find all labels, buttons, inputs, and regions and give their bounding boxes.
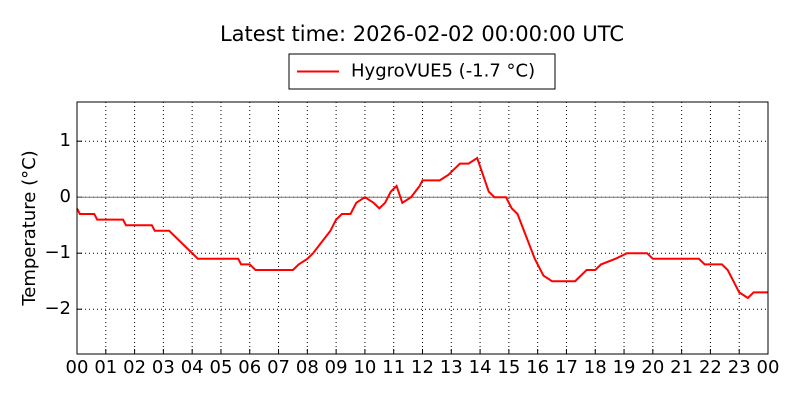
x-tick-label: 18 [584, 357, 607, 378]
legend-box [288, 53, 556, 90]
x-tick-label: 09 [325, 357, 348, 378]
x-tick-label: 02 [123, 357, 146, 378]
x-tick-label: 13 [440, 357, 463, 378]
chart-title: Latest time: 2026-02-02 00:00:00 UTC [220, 22, 624, 46]
x-tick-label: 12 [411, 357, 434, 378]
x-tick-label: 19 [613, 357, 636, 378]
x-tick-label: 23 [728, 357, 751, 378]
y-tick-label: 1 [60, 130, 71, 151]
y-axis-label: Temperature (°C) [19, 150, 40, 306]
x-tick-label: 04 [181, 357, 204, 378]
x-tick-label: 03 [152, 357, 175, 378]
data-line [76, 156, 768, 300]
x-tick-label: 05 [210, 357, 233, 378]
axes-frame [76, 101, 769, 355]
x-tick-label: 20 [641, 357, 664, 378]
x-tick-label: 11 [382, 357, 405, 378]
y-tick-label: 0 [60, 186, 71, 207]
x-tick-label: 15 [497, 357, 520, 378]
y-tick-label: −1 [44, 242, 71, 263]
x-tick-label: 21 [670, 357, 693, 378]
x-tick-label: 16 [526, 357, 549, 378]
x-tick-label: 10 [353, 357, 376, 378]
legend-label: HygroVUE5 (-1.7 °C) [351, 61, 535, 82]
y-tick-label: −2 [44, 298, 71, 319]
x-tick-label: 01 [94, 357, 117, 378]
x-tick-label: 17 [555, 357, 578, 378]
x-tick-label: 06 [238, 357, 261, 378]
x-tick-label: 07 [267, 357, 290, 378]
x-tick-label: 08 [296, 357, 319, 378]
x-tick-label: 14 [469, 357, 492, 378]
x-tick-label: 00 [66, 357, 89, 378]
x-tick-label: 00 [757, 357, 780, 378]
x-tick-label: 22 [699, 357, 722, 378]
